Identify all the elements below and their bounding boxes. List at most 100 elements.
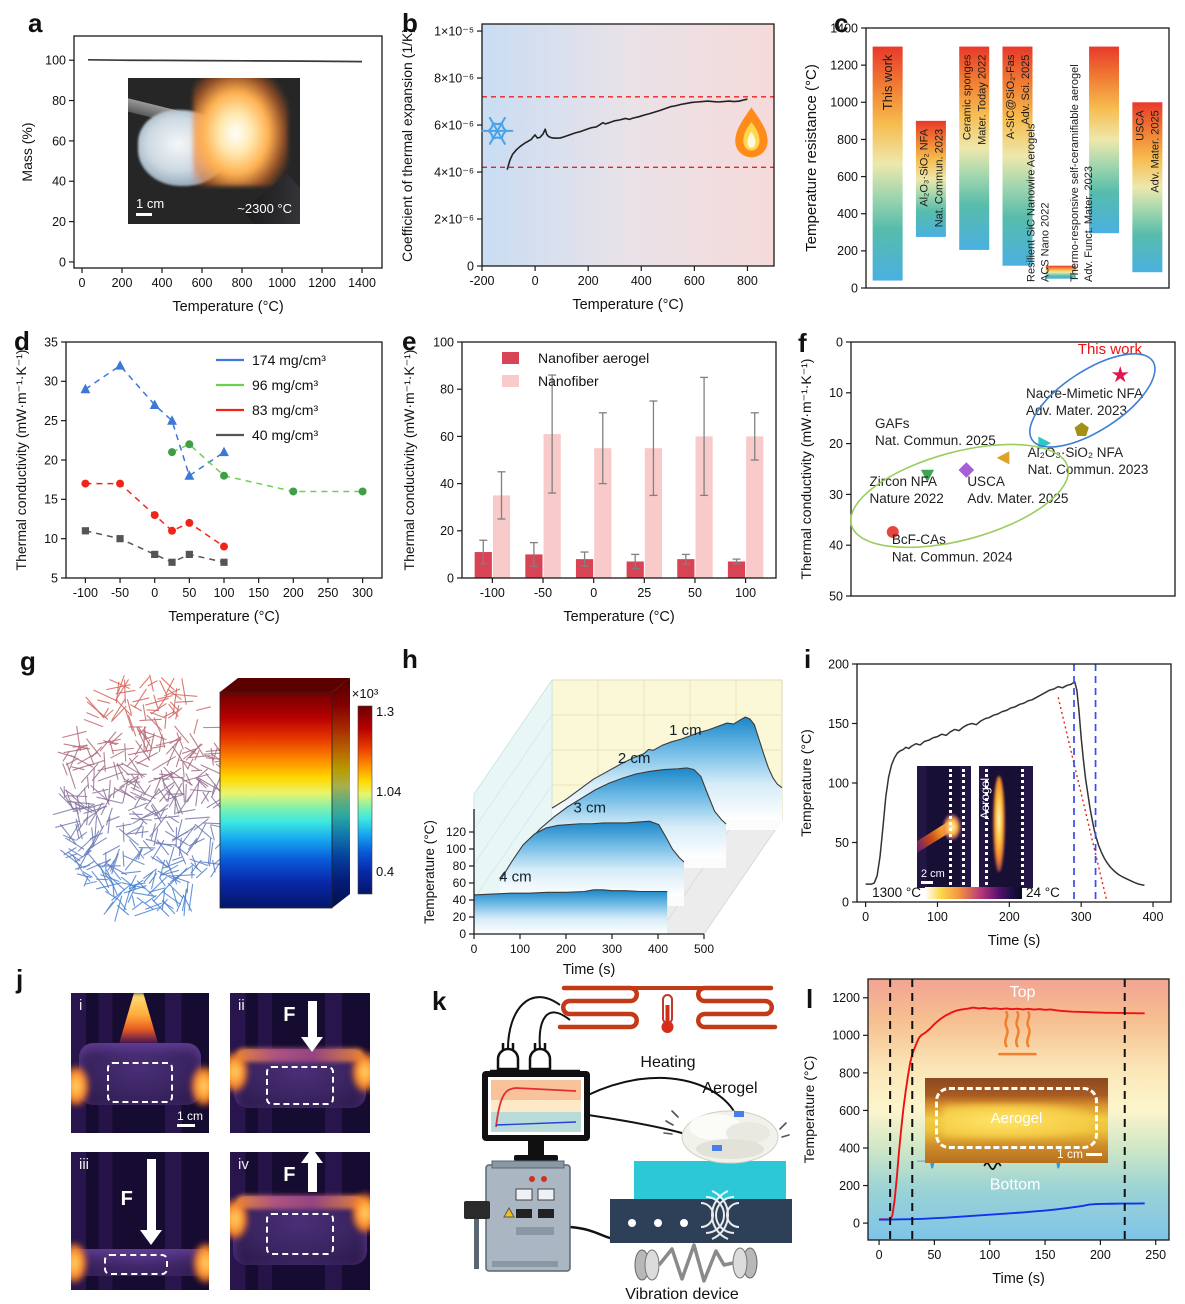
snowflake-icon <box>481 116 514 145</box>
svg-text:40: 40 <box>453 893 467 907</box>
colorbar-max: 1.3 <box>376 704 394 719</box>
flame-glow <box>193 78 288 187</box>
svg-text:-200: -200 <box>469 274 494 288</box>
monitor <box>482 1071 590 1161</box>
svg-text:100: 100 <box>446 842 466 856</box>
svg-text:30: 30 <box>44 375 58 389</box>
svg-text:120: 120 <box>446 825 466 839</box>
force-label: F <box>283 1004 296 1027</box>
svg-text:250: 250 <box>318 586 339 600</box>
svg-text:Coefficient of thermal expansi: Coefficient of thermal expansion (1/K) <box>399 28 415 262</box>
svg-text:Al₂O₃·SiO₂ NFA: Al₂O₃·SiO₂ NFA <box>918 128 930 206</box>
flame-temperature-label: ~2300 °C <box>237 201 292 216</box>
svg-text:80: 80 <box>453 859 467 873</box>
svg-text:1×10⁻⁵: 1×10⁻⁵ <box>434 24 474 38</box>
svg-text:80: 80 <box>52 94 66 108</box>
svg-text:0: 0 <box>836 335 843 349</box>
svg-text:A-SiC@SiO₂-Fas: A-SiC@SiO₂-Fas <box>1005 54 1017 139</box>
chart-b-cte: -200 0 200 400 600 80002×10⁻⁶4×10⁻⁶6×10⁻⁶8×10… <box>399 23 775 313</box>
svg-text:Nat. Commun. 2025: Nat. Commun. 2025 <box>875 433 996 448</box>
svg-text:0: 0 <box>876 1248 883 1262</box>
svg-text:80: 80 <box>440 383 454 397</box>
svg-text:1400: 1400 <box>348 276 376 290</box>
thermal-tile-i: i 1 cm <box>71 993 209 1133</box>
svg-text:0: 0 <box>151 586 158 600</box>
svg-text:100: 100 <box>510 942 530 956</box>
svg-text:400: 400 <box>1143 910 1164 924</box>
tile-tag: iii <box>79 1156 89 1173</box>
aerogel-label: Aerogel <box>702 1080 757 1097</box>
svg-text:0: 0 <box>842 895 849 909</box>
svg-text:96 mg/cm³: 96 mg/cm³ <box>252 377 318 393</box>
tile-tag: iv <box>238 1156 249 1173</box>
edge-glow <box>71 1243 87 1284</box>
colorbar-exponent: ×10³ <box>352 686 379 701</box>
fiber-network-model <box>52 674 236 922</box>
svg-text:Nat. Commun. 2023: Nat. Commun. 2023 <box>933 129 945 227</box>
svg-text:100: 100 <box>214 586 235 600</box>
roi-dashed-box <box>104 1254 168 1275</box>
svg-text:150: 150 <box>1035 1248 1056 1262</box>
panel-b-label: b <box>402 8 418 38</box>
svg-text:300: 300 <box>1071 910 1092 924</box>
panel-e-label: e <box>402 326 417 356</box>
svg-text:25: 25 <box>44 414 58 428</box>
svg-text:300: 300 <box>602 942 622 956</box>
svg-text:200: 200 <box>839 1179 860 1193</box>
svg-text:250: 250 <box>1145 1248 1166 1262</box>
svg-text:Thermal conductivity (mW·m⁻¹·K: Thermal conductivity (mW·m⁻¹·K⁻¹) <box>401 350 417 571</box>
chart-i-heating-cooling: 0 100 200 300 400 0 50 100 150 200 Time (s) Tempera… <box>798 657 1172 949</box>
svg-text:600: 600 <box>192 276 213 290</box>
svg-text:600: 600 <box>837 170 858 184</box>
svg-text:0: 0 <box>459 927 466 941</box>
force-label: F <box>120 1187 133 1210</box>
force-arrow-down <box>301 1001 324 1053</box>
svg-text:GAFs: GAFs <box>875 416 910 431</box>
svg-text:2×10⁻⁶: 2×10⁻⁶ <box>434 212 474 226</box>
edge-glow <box>193 1243 209 1284</box>
panel-d-label: d <box>14 326 30 356</box>
svg-text:200: 200 <box>112 276 133 290</box>
svg-text:8×10⁻⁶: 8×10⁻⁶ <box>434 71 474 85</box>
svg-text:200: 200 <box>999 910 1020 924</box>
panel-j-label: j <box>16 964 24 994</box>
sensor <box>734 1111 744 1117</box>
svg-text:0: 0 <box>447 571 454 585</box>
svg-text:Time (s): Time (s) <box>988 933 1041 949</box>
force-arrow-down <box>139 1158 162 1245</box>
svg-text:0: 0 <box>590 586 597 600</box>
svg-text:Adv. Mater. 2023: Adv. Mater. 2023 <box>1026 403 1127 418</box>
svg-text:60: 60 <box>52 134 66 148</box>
panel-i-label: i <box>804 644 812 674</box>
svg-text:800: 800 <box>232 276 253 290</box>
svg-text:1000: 1000 <box>832 1029 860 1043</box>
heating-label: Heating <box>640 1054 695 1071</box>
svg-text:50: 50 <box>835 836 849 850</box>
svg-text:Temperature (°C): Temperature (°C) <box>572 297 683 313</box>
svg-text:1200: 1200 <box>308 276 336 290</box>
svg-text:-50: -50 <box>111 586 129 600</box>
flame-plume <box>117 993 160 1049</box>
heatwaves-icon <box>998 1010 1037 1056</box>
svg-text:Al₂O₃·SiO₂ NFA: Al₂O₃·SiO₂ NFA <box>1028 445 1124 460</box>
svg-text:Top: Top <box>1010 984 1036 1001</box>
svg-text:0: 0 <box>79 276 86 290</box>
svg-text:0: 0 <box>862 910 869 924</box>
panel-k-schematic: Heating <box>464 985 792 1303</box>
svg-text:40 mg/cm³: 40 mg/cm³ <box>252 427 318 443</box>
svg-text:Temperature (°C): Temperature (°C) <box>422 820 437 924</box>
svg-text:5: 5 <box>51 571 58 585</box>
colorbar-mid: 1.04 <box>376 784 401 799</box>
svg-text:Resilient SiC Nanowire Aerogel: Resilient SiC Nanowire Aerogels <box>1026 123 1038 282</box>
svg-text:500: 500 <box>694 942 714 956</box>
panel-a-label: a <box>28 8 43 38</box>
svg-text:100: 100 <box>828 776 849 790</box>
svg-text:600: 600 <box>839 1104 860 1118</box>
svg-text:50: 50 <box>182 586 196 600</box>
svg-text:1400: 1400 <box>830 21 858 35</box>
vibration-table <box>610 1161 792 1243</box>
svg-text:Adv. Sci. 2025: Adv. Sci. 2025 <box>1020 55 1032 125</box>
panel-k-label: k <box>432 986 447 1016</box>
block-right-shade <box>332 678 350 908</box>
roi-dashed-box <box>266 1065 334 1105</box>
